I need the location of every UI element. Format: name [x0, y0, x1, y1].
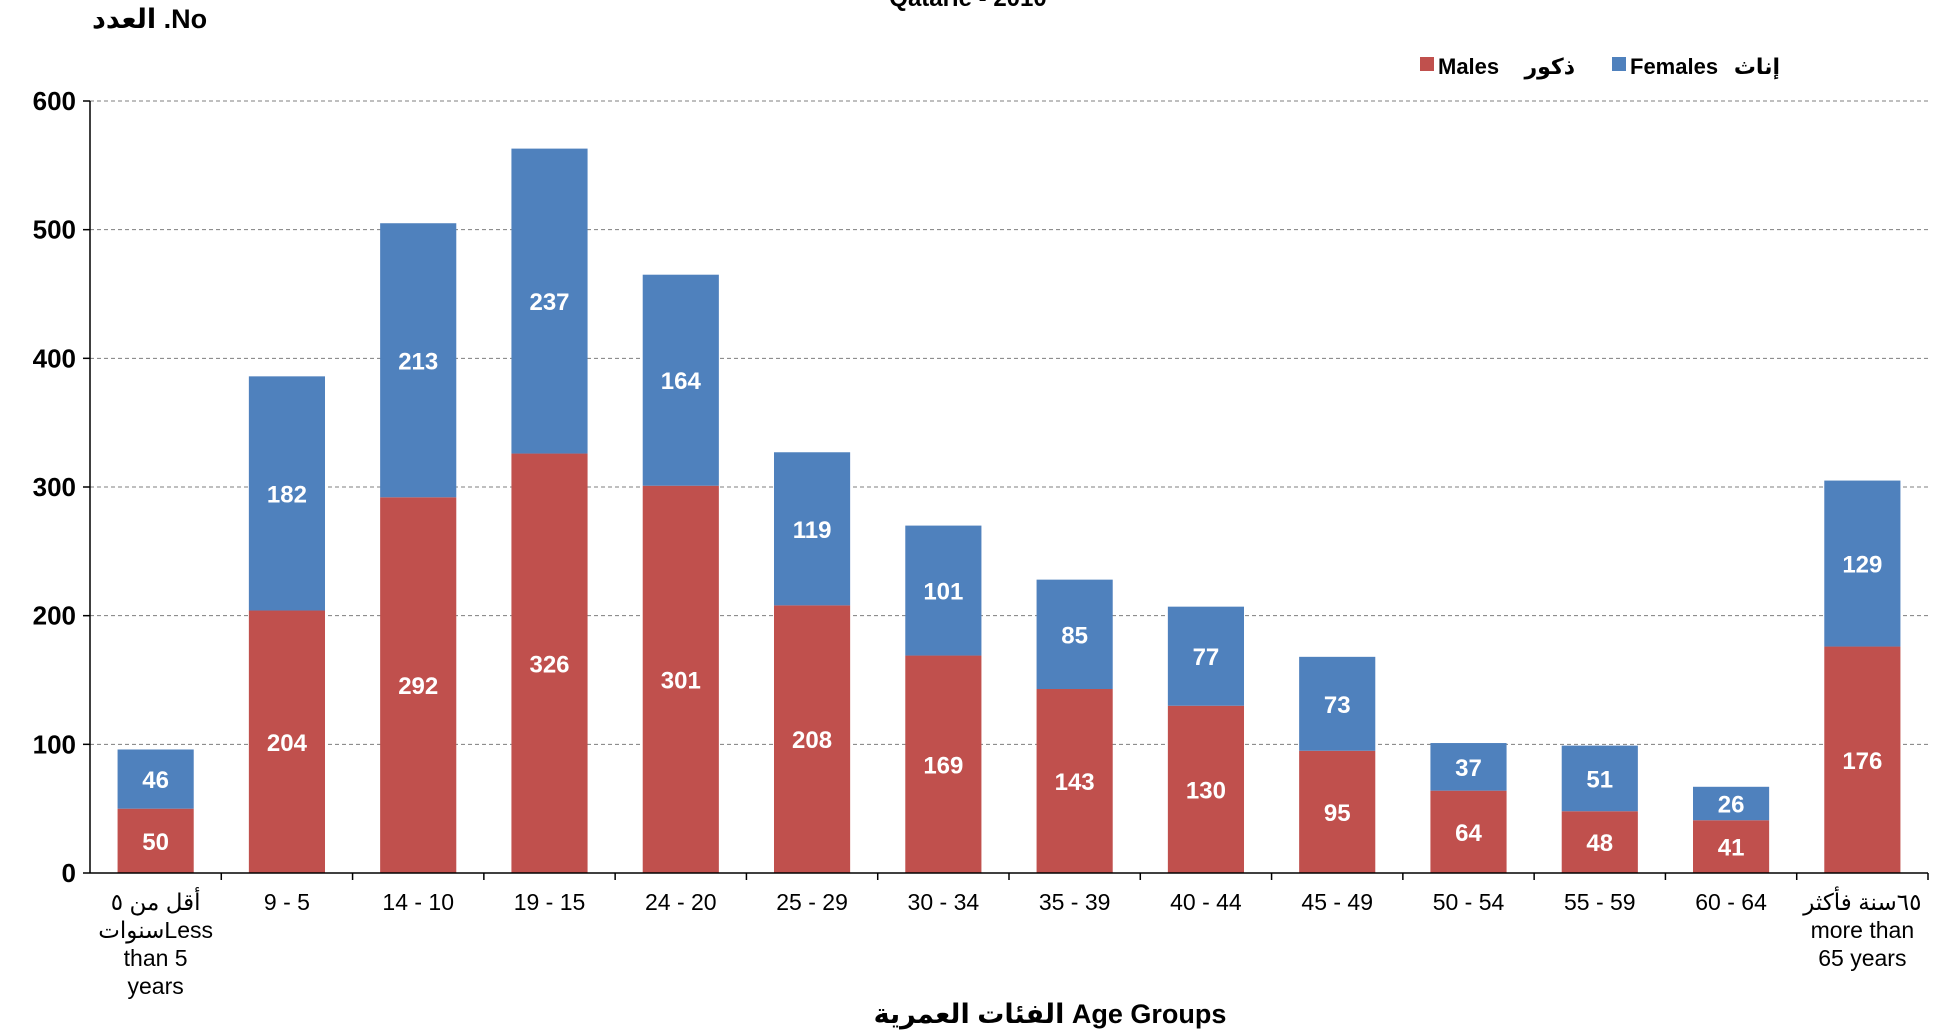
bar-value-label: 26: [1718, 792, 1745, 819]
male-bar: [1692, 820, 1770, 873]
x-tick-label: سنواتLess: [98, 917, 213, 944]
male-bar: [1561, 811, 1638, 873]
female-bar: [1167, 606, 1245, 706]
bar-value-label: 326: [529, 651, 569, 678]
x-tick-label: years: [128, 973, 184, 999]
bar-value-label: 95: [1324, 800, 1351, 827]
male-bar: [511, 453, 588, 873]
male-bar: [642, 485, 719, 873]
x-tick-label: 65 years: [1818, 945, 1906, 971]
bar-value-label: 101: [923, 579, 963, 606]
y-tick-label: 400: [33, 343, 76, 373]
x-tick-label: ٦٥سنة فأكثر: [1802, 886, 1921, 916]
x-tick-label: 45 - 49: [1301, 889, 1373, 915]
legend-label-arabic: إناث: [1734, 54, 1780, 80]
male-bar: [117, 808, 194, 873]
x-tick-label: 35 - 39: [1039, 889, 1111, 915]
female-bar: [1299, 656, 1376, 751]
bar-value-label: 50: [142, 829, 169, 856]
bar-value-label: 129: [1842, 552, 1882, 579]
male-bar: [1430, 790, 1507, 873]
female-bar: [1036, 579, 1113, 690]
bar-value-label: 169: [923, 752, 963, 779]
legend-swatch: [1612, 57, 1626, 71]
y-tick-label: 200: [33, 601, 76, 631]
bar-value-label: 46: [142, 767, 169, 794]
bars: 50 46 204 182 292 213 326 237 301 164 208 119 169 101…: [117, 148, 1901, 873]
male-bar: [1036, 689, 1113, 873]
bar-value-label: 182: [267, 481, 307, 508]
male-bar: [1299, 750, 1376, 873]
bar-value-label: 130: [1186, 777, 1226, 804]
bar-value-label: 48: [1586, 830, 1613, 857]
x-axis-title: الفئات العمرية Age Groups: [874, 999, 1227, 1030]
legend: Males ذكور Females إناث: [1420, 54, 1780, 80]
female-bar: [1692, 786, 1770, 821]
x-tick-label: 40 - 44: [1170, 889, 1242, 915]
bar-value-label: 213: [398, 348, 438, 375]
male-bar: [1824, 646, 1901, 873]
male-bar: [905, 655, 982, 873]
bar-value-label: 37: [1455, 755, 1482, 782]
x-tick-label: than 5: [124, 945, 188, 971]
bar-value-label: 237: [529, 289, 569, 316]
x-tick-label: 30 - 34: [908, 889, 980, 915]
x-tick-label: 19 - 15: [514, 889, 586, 915]
male-bar: [380, 497, 457, 873]
x-tick-label: 25 - 29: [776, 889, 848, 915]
axes: [89, 101, 1928, 874]
y-tick-label: 300: [33, 472, 76, 502]
female-bar: [1430, 743, 1507, 791]
bar-value-label: 119: [793, 517, 832, 544]
bar-value-label: 64: [1455, 820, 1482, 847]
female-bar: [773, 452, 851, 606]
gridlines: [90, 100, 1928, 745]
male-bar: [1167, 705, 1245, 873]
bar-value-label: 77: [1193, 644, 1220, 671]
x-tick-label: 55 - 59: [1564, 889, 1636, 915]
bar-value-label: 143: [1055, 769, 1095, 796]
legend-label-arabic: ذكور: [1523, 54, 1575, 80]
y-tick-label: 600: [33, 86, 76, 116]
bar-value-label: 51: [1586, 766, 1613, 793]
x-tick-label: 24 - 20: [645, 889, 717, 915]
x-tick-label: أقل من ٥: [111, 887, 201, 916]
bar-value-label: 73: [1324, 692, 1351, 719]
bar-value-label: 85: [1061, 622, 1088, 649]
x-tick-label: 60 - 64: [1695, 889, 1767, 915]
female-bar: [1561, 745, 1638, 812]
bar-value-label: 301: [661, 667, 701, 694]
female-bar: [248, 376, 326, 611]
y-axis-ticks: 0 100 200 300 400 500 600: [33, 86, 90, 888]
x-tick-label: more than: [1811, 917, 1915, 943]
bar-value-label: 208: [792, 727, 832, 754]
female-bar: [511, 148, 588, 454]
female-bar: [117, 749, 194, 809]
bar-value-label: 176: [1842, 748, 1882, 775]
female-bar: [642, 274, 719, 486]
bar-value-label: 41: [1718, 835, 1745, 862]
y-axis-title: العدد .No: [92, 4, 207, 34]
x-tick-label: 14 - 10: [382, 889, 454, 915]
x-tick-label: 9 - 5: [264, 889, 310, 915]
legend-swatch: [1420, 57, 1434, 71]
male-bar: [773, 605, 851, 873]
y-tick-label: 500: [33, 215, 76, 245]
x-tick-label: 50 - 54: [1433, 889, 1505, 915]
y-tick-label: 100: [33, 729, 76, 759]
y-tick-label: 0: [62, 858, 76, 888]
bar-value-label: 204: [267, 730, 308, 757]
female-bar: [905, 525, 982, 656]
chart-title: Qatarie - 2010: [889, 0, 1046, 12]
legend-label: Males: [1438, 54, 1499, 79]
male-bar: [248, 610, 326, 873]
female-bar: [380, 223, 457, 498]
female-bar: [1824, 480, 1901, 647]
bar-value-label: 164: [661, 368, 702, 395]
legend-label: Females: [1630, 54, 1718, 79]
bar-value-label: 292: [398, 673, 438, 700]
